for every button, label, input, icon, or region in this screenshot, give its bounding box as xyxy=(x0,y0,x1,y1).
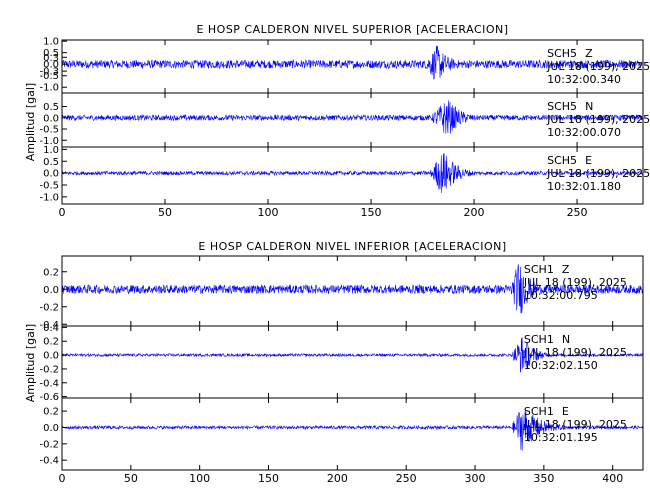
date-label: JUL 18 (199), 2025 xyxy=(546,60,650,73)
y-tick-label: 0.5 xyxy=(43,48,59,59)
y-tick-label: 0.0 xyxy=(43,169,59,180)
date-label: JUL 18 (199), 2025 xyxy=(523,276,627,289)
y-tick-label: 1.0 xyxy=(43,37,59,48)
y-tick-label: 0.0 xyxy=(43,285,59,296)
station-label: SCH5 xyxy=(547,154,577,167)
component-label: Z xyxy=(562,263,570,276)
x-tick-label: 400 xyxy=(602,472,623,485)
y-axis-label: Amplitud [gal] xyxy=(24,83,37,161)
component-label: E xyxy=(562,405,569,418)
y-tick-label: -0.2 xyxy=(39,364,59,375)
time-label: 10:32:01.195 xyxy=(524,431,598,444)
y-tick-label: 1.0 xyxy=(43,145,59,156)
station-label: SCH1 xyxy=(524,263,554,276)
waveform-trace-SCH1-E xyxy=(61,410,644,451)
y-tick-label: 0.0 xyxy=(43,60,59,71)
waveform-trace-SCH5-N xyxy=(61,100,644,134)
y-tick-label: -0.5 xyxy=(39,71,59,82)
x-tick-label: 150 xyxy=(258,472,279,485)
time-label: 10:32:00.340 xyxy=(547,73,621,86)
date-label: JUL 18 (199), 2025 xyxy=(546,113,650,126)
y-tick-label: -0.3 xyxy=(39,67,59,78)
time-label: 10:32:00.070 xyxy=(547,126,621,139)
chart-title: E HOSP CALDERON NIVEL INFERIOR [ACELERAC… xyxy=(198,240,506,253)
y-axis-label: Amplitud [gal] xyxy=(24,324,37,402)
x-tick-label: 50 xyxy=(158,206,172,219)
y-tick-label: -0.6 xyxy=(39,392,59,403)
y-tick-label: -0.5 xyxy=(39,125,59,136)
y-tick-label: 0.4 xyxy=(43,323,59,334)
chart-title: E HOSP CALDERON NIVEL SUPERIOR [ACELERAC… xyxy=(196,23,508,36)
y-tick-label: -0.4 xyxy=(39,378,59,389)
y-tick-label: -1.0 xyxy=(39,83,59,94)
x-tick-label: 100 xyxy=(189,472,210,485)
x-tick-label: 300 xyxy=(465,472,486,485)
y-tick-label: -0.2 xyxy=(39,439,59,450)
y-tick-label: -1.0 xyxy=(39,136,59,147)
component-label: N xyxy=(562,333,570,346)
waveform-trace-SCH5-E xyxy=(61,153,644,193)
waveform-trace-SCH1-N xyxy=(61,337,644,373)
y-tick-label: 0.0 xyxy=(43,423,59,434)
date-label: JUL 18 (199), 2025 xyxy=(546,167,650,180)
y-tick-label: 0.3 xyxy=(43,53,59,64)
y-tick-label: 0.2 xyxy=(43,337,59,348)
x-tick-label: 50 xyxy=(124,472,138,485)
date-label: JUL 18 (199), 2025 xyxy=(523,346,627,359)
station-label: SCH1 xyxy=(524,333,554,346)
x-tick-label: 150 xyxy=(361,206,382,219)
component-label: E xyxy=(585,154,592,167)
station-label: SCH5 xyxy=(547,47,577,60)
x-tick-label: 250 xyxy=(396,472,417,485)
panel-frame xyxy=(61,397,644,471)
station-label: SCH1 xyxy=(524,405,554,418)
station-label: SCH5 xyxy=(547,100,577,113)
time-label: 10:32:00.795 xyxy=(524,289,598,302)
x-tick-label: 0 xyxy=(59,472,66,485)
y-tick-label: 0.2 xyxy=(43,407,59,418)
y-tick-label: 0.5 xyxy=(43,157,59,168)
y-tick-label: 0.5 xyxy=(43,102,59,113)
x-tick-label: 200 xyxy=(464,206,485,219)
x-tick-label: 100 xyxy=(258,206,279,219)
y-tick-label: -0.4 xyxy=(39,320,59,331)
x-tick-label: 250 xyxy=(567,206,588,219)
y-tick-label: -0.5 xyxy=(39,181,59,192)
x-tick-label: 200 xyxy=(327,472,348,485)
y-tick-label: 0.0 xyxy=(43,351,59,362)
y-tick-label: 0.2 xyxy=(43,267,59,278)
time-label: 10:32:01.180 xyxy=(547,180,621,193)
time-label: 10:32:02.150 xyxy=(524,359,598,372)
x-tick-label: 350 xyxy=(533,472,554,485)
waveform-trace-SCH1-Z xyxy=(61,264,644,314)
component-label: N xyxy=(585,100,593,113)
waveform-trace-SCH5-Z xyxy=(61,45,644,80)
y-tick-label: -0.4 xyxy=(39,456,59,467)
y-tick-label: -0.2 xyxy=(39,302,59,313)
x-tick-label: 0 xyxy=(59,206,66,219)
y-tick-label: -1.0 xyxy=(39,192,59,203)
component-label: Z xyxy=(585,47,593,60)
panel-frame xyxy=(61,146,644,205)
date-label: JUL 18 (199), 2025 xyxy=(523,418,627,431)
y-tick-label: 0.0 xyxy=(43,113,59,124)
